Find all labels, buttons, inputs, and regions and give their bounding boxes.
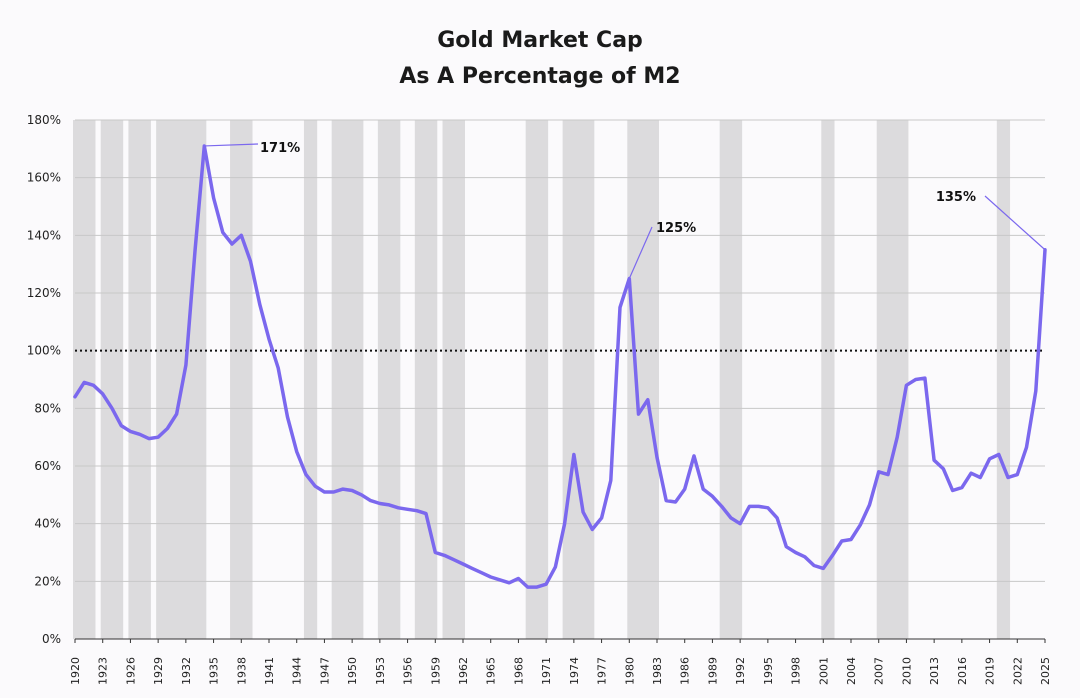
recession-band [996,120,1011,639]
x-tick-label: 1986 [679,657,692,685]
x-tick-label: 1926 [124,657,137,685]
x-tick-label: 1959 [429,657,442,685]
recession-band [377,120,401,639]
x-tick-label: 1956 [402,657,415,685]
y-tick-label: 80% [34,401,61,415]
x-tick-label: 1941 [263,657,276,685]
x-tick-label: 2016 [956,657,969,685]
y-tick-label: 0% [42,632,61,646]
recession-band [331,120,364,639]
x-tick-label: 2010 [900,657,913,685]
x-tick-label: 1992 [734,657,747,685]
recession-band [73,120,96,639]
series-group [73,144,1047,589]
recession-bands [73,120,1011,639]
recession-band [821,120,835,639]
x-tick-label: 1938 [235,657,248,685]
annotation-label: 171% [260,141,300,156]
x-tick-label: 1920 [69,657,82,685]
y-tick-label: 120% [27,286,61,300]
x-tick-label: 1980 [623,657,636,685]
y-tick-label: 100% [27,344,61,358]
y-tick-label: 180% [27,113,61,127]
x-tick-label: 1932 [180,657,193,685]
y-tick-label: 140% [27,228,61,242]
x-tick-label: 1995 [762,657,775,685]
recession-band [562,120,595,639]
x-tick-label: 1950 [346,657,359,685]
recession-band [719,120,743,639]
x-tick-label: 1935 [208,657,221,685]
y-tick-label: 40% [34,517,61,531]
recession-band [525,120,549,639]
x-tick-label: 2019 [984,657,997,685]
annotation-label: 125% [656,221,696,236]
x-tick-label: 2013 [928,657,941,685]
x-tick-label: 1923 [97,657,110,685]
x-tick-label: 1971 [540,657,553,685]
x-tick-label: 1944 [291,657,304,685]
x-tick-label: 1974 [568,657,581,685]
x-tick-label: 2001 [817,657,830,685]
recession-band [636,120,659,639]
annotation-label: 135% [936,190,976,205]
x-tick-label: 1977 [596,657,609,685]
recession-band [303,120,318,639]
x-tick-label: 1953 [374,657,387,685]
x-tick-label: 2004 [845,657,858,685]
annotation-leader [628,226,653,279]
x-tick-label: 1929 [152,657,165,685]
y-tick-label: 160% [27,171,61,185]
x-tick-label: 2007 [873,657,886,685]
annotation-leader [984,195,1046,251]
gridlines [75,119,1045,640]
y-tick-label: 60% [34,459,61,473]
x-tick-label: 1968 [512,657,525,685]
recession-band [876,120,909,639]
x-tick-label: 1965 [485,657,498,685]
annotation-leader [204,143,259,147]
recession-band [414,120,438,639]
y-tick-label: 20% [34,574,61,588]
recession-band [128,120,151,639]
x-axis-ticks: 1920 1923 1926 1929 1932 1935 1938 1941 1944 1947… [69,639,1052,685]
recession-band [230,120,253,639]
x-tick-label: 2025 [1039,657,1052,685]
y-axis-ticks: 0% 20% 40% 60% 80% 100% 120% 140% 160% 180% [27,113,61,646]
recession-band [442,120,465,639]
recession-band [100,120,124,639]
series-line [73,144,1047,589]
x-tick-label: 1983 [651,657,664,685]
chart-subtitle: As A Percentage of M2 [399,64,681,89]
x-tick-label: 1947 [318,657,331,685]
x-tick-label: 1962 [457,657,470,685]
annotations: 171% 125% 135% [204,141,1046,279]
x-tick-label: 1989 [706,657,719,685]
chart-title: Gold Market Cap [437,28,643,53]
x-tick-label: 1998 [790,657,803,685]
x-tick-label: 2022 [1011,657,1024,685]
